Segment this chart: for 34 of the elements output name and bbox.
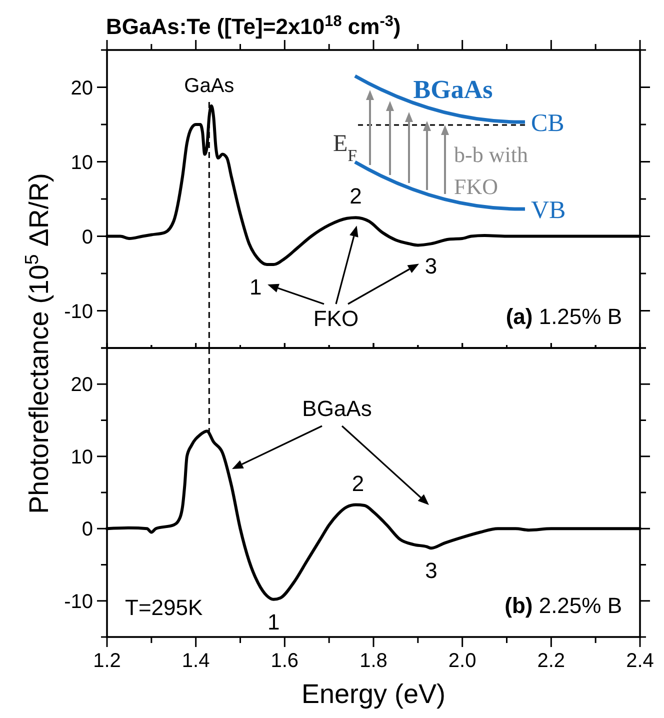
annotation: E$_{F}$ xyxy=(333,131,358,164)
annotation: (a) 1.25% B xyxy=(506,304,622,329)
x-tick-label: 2.0 xyxy=(448,650,476,672)
annotation: T=295K xyxy=(125,595,203,620)
x-tick-label: 1.6 xyxy=(270,650,299,672)
x-tick-label: 1.4 xyxy=(182,650,210,672)
y-tick-label: 0 xyxy=(82,518,93,541)
y-tick-label: 10 xyxy=(70,446,93,468)
ref-line-label: GaAs xyxy=(184,75,234,97)
x-tick-label: 1.8 xyxy=(360,650,388,672)
annotation: 3 xyxy=(425,558,438,584)
annotation: BGaAs xyxy=(413,75,493,104)
x-tick-label: 2.4 xyxy=(626,650,654,672)
annotation: VB xyxy=(531,197,566,224)
x-axis-title: Energy (eV) xyxy=(301,679,446,709)
annotation: 3 xyxy=(424,254,438,279)
annotation: (b) 2.25% B xyxy=(504,593,622,618)
y-tick-label: -10 xyxy=(64,590,93,613)
y-tick-label: -10 xyxy=(64,300,93,323)
annotation: FKO xyxy=(313,306,359,331)
y-tick-label: 0 xyxy=(82,226,93,248)
y-tick-label: 20 xyxy=(70,77,93,100)
annotation: CB xyxy=(531,110,564,137)
annotation: 1 xyxy=(267,609,280,634)
annotation: 2 xyxy=(352,470,364,496)
annotation: 2 xyxy=(350,184,362,209)
y-tick-label: 20 xyxy=(70,374,93,396)
x-tick-label: 2.2 xyxy=(537,650,566,672)
annotation: 1 xyxy=(249,274,262,300)
annotation: b-b with FKO xyxy=(454,142,528,199)
annotation: BGaAs xyxy=(302,396,372,421)
x-tick-label: 1.2 xyxy=(93,650,121,672)
y-tick-label: 10 xyxy=(70,152,93,174)
chart-title: BGaAs:Te ([Te]=2x10$^{18}$ cm$^{-3}$) xyxy=(106,12,401,39)
